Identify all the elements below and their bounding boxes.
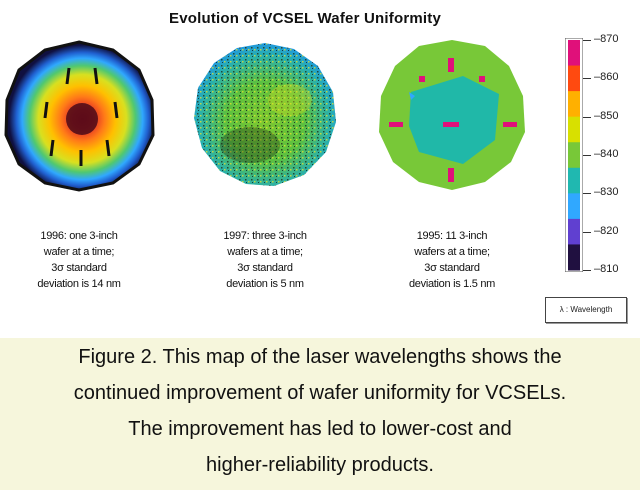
scale-tick-mark [583, 40, 591, 41]
scale-color-band [568, 91, 580, 118]
caption-line: deviation is 14 nm [37, 278, 121, 290]
scale-tick-mark [583, 78, 591, 80]
caption-line: 1995: 11 3-inch [416, 230, 488, 242]
scale-color-band [568, 116, 580, 143]
scale-color-band [568, 244, 580, 271]
scale-tick-mark [583, 270, 591, 271]
scale-tick-mark [583, 116, 591, 118]
caption-text-line: higher-reliability products. [206, 454, 434, 476]
wafer-map-1996 [3, 40, 155, 192]
scale-tick-mark [583, 193, 591, 195]
wafer-map-1997 [190, 40, 340, 190]
caption-line: 1997: three 3-inch [223, 230, 307, 242]
scale-color-band [568, 65, 580, 92]
caption-line: 3σ standard [51, 262, 107, 274]
scale-tick-label: –840 [594, 148, 619, 160]
figure-panel: Evolution of VCSEL Wafer Uniformity [0, 0, 640, 338]
wafer-caption-1997: 1997: three 3-inch wafers at a time; 3σ … [190, 228, 340, 292]
caption-text-line: continued improvement of wafer uniformit… [73, 382, 567, 404]
caption-line: deviation is 1.5 nm [408, 278, 496, 290]
figure-caption: Figure 2. This map of the laser waveleng… [10, 339, 630, 483]
caption-line: wafers at a time; [227, 246, 303, 258]
scale-color-band [568, 40, 580, 67]
wafer-caption-1995: 1995: 11 3-inch wafers at a time; 3σ sta… [377, 228, 527, 292]
caption-line: wafers at a time; [414, 246, 490, 258]
scale-color-band [568, 193, 580, 220]
scale-tick-label: –820 [594, 224, 619, 237]
wafer-map-1995 [375, 36, 529, 194]
scale-tick-label: –870 [594, 33, 619, 45]
scale-color-band [568, 218, 580, 245]
caption-line: wafer at a time; [43, 246, 115, 258]
scale-tick-label: –830 [594, 186, 619, 199]
scale-tick-label: –860 [594, 71, 619, 84]
caption-text-line: Figure 2. This map of the laser waveleng… [78, 346, 562, 368]
scale-color-band [568, 167, 580, 194]
scale-tick-mark [583, 231, 591, 233]
caption-line: 1996: one 3-inch [40, 230, 118, 242]
legend-box: λ : Wavelength [545, 297, 627, 323]
caption-line: deviation is 5 nm [226, 278, 304, 290]
wavelength-color-scale [564, 37, 584, 277]
scale-tick-mark [583, 155, 591, 156]
scale-color-band [568, 142, 580, 169]
scale-tick-label: –810 [594, 263, 619, 275]
figure-title: Evolution of VCSEL Wafer Uniformity [168, 10, 441, 27]
wafer-caption-1996: 1996: one 3-inch wafer at a time; 3σ sta… [4, 228, 154, 292]
caption-line: 3σ standard [424, 262, 480, 274]
caption-text-line: The improvement has led to lower-cost an… [128, 418, 512, 440]
scale-tick-label: –850 [594, 109, 619, 122]
caption-line: 3σ standard [237, 262, 293, 274]
